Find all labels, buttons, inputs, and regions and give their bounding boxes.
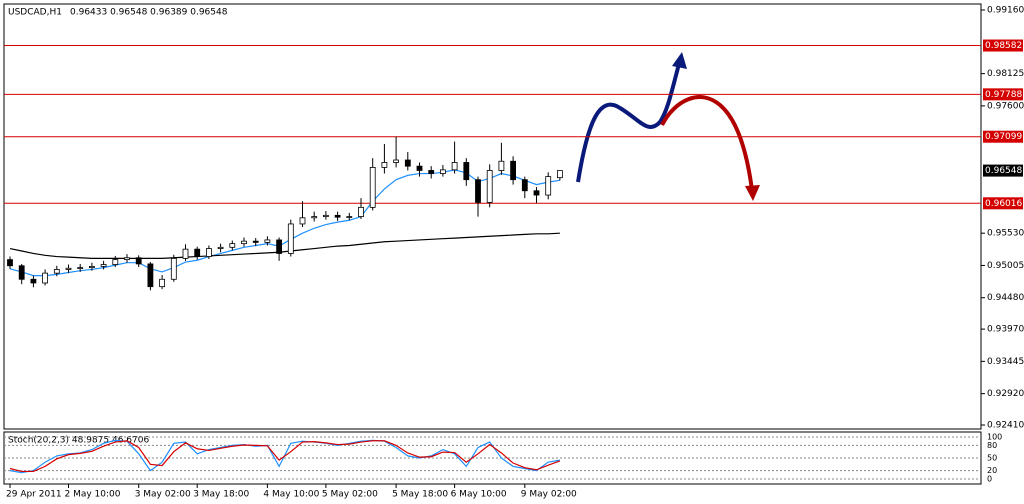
candle-body xyxy=(89,265,95,269)
candle-body xyxy=(451,162,458,171)
candle-body xyxy=(439,169,446,174)
last-price-label: 0.96548 xyxy=(985,166,1022,176)
candle-body xyxy=(53,269,60,274)
candle-body xyxy=(521,179,528,192)
y-tick-label: 0.93970 xyxy=(987,325,1024,335)
blue-scenario-arrow xyxy=(576,59,682,183)
x-tick-label: 3 May 18:00 xyxy=(193,490,249,500)
stoch-title: Stoch(20,2,3) 48.9875 46.6706 xyxy=(8,436,149,446)
stoch-line xyxy=(9,439,561,474)
y-tick-label: 0.92920 xyxy=(987,389,1024,399)
candle-body xyxy=(428,170,435,174)
level-label: 0.97099 xyxy=(985,132,1022,142)
stoch-tick-label: 100 xyxy=(987,433,1002,442)
candle-body xyxy=(217,246,224,249)
level-label: 0.96016 xyxy=(985,199,1022,209)
candle-body xyxy=(287,223,294,254)
y-tick-label: 0.92410 xyxy=(987,421,1024,431)
candle-body xyxy=(334,214,341,218)
candle-body xyxy=(170,257,177,280)
moving-average xyxy=(9,232,560,259)
x-tick-label: 4 May 10:00 xyxy=(263,490,319,500)
candle-body xyxy=(404,159,411,167)
x-tick-label: 3 May 02:00 xyxy=(135,490,191,500)
candle-body xyxy=(346,216,353,218)
candle-body xyxy=(276,239,283,254)
candle-body xyxy=(510,160,517,181)
red-scenario-arrow xyxy=(660,95,754,191)
x-tick-label: 5 May 02:00 xyxy=(322,490,378,500)
y-tick-label: 0.94480 xyxy=(987,293,1024,303)
y-tick-label: 0.95005 xyxy=(987,261,1024,271)
candle-body xyxy=(299,217,306,225)
candle-body xyxy=(475,179,481,203)
level-label-box xyxy=(983,130,1023,143)
x-tick-label: 2 May 10:00 xyxy=(65,490,121,500)
candle-body xyxy=(112,259,119,265)
candle-body xyxy=(42,272,48,284)
candle-body xyxy=(229,243,236,248)
candle-body xyxy=(205,248,212,257)
y-tick-label: 0.99160 xyxy=(987,6,1024,16)
chart-title: USDCAD,H1 xyxy=(8,8,62,18)
candle-body xyxy=(416,165,423,171)
x-tick-label: 5 May 18:00 xyxy=(392,490,448,500)
candle-body xyxy=(30,278,37,284)
candle-body xyxy=(252,240,259,243)
level-label-box xyxy=(983,39,1023,52)
level-label-box xyxy=(983,88,1023,101)
candle-body xyxy=(393,159,400,163)
ohlc-header: 0.96433 0.96548 0.96389 0.96548 xyxy=(70,8,228,18)
red-arrowhead xyxy=(745,185,760,201)
level-label: 0.98582 xyxy=(985,41,1022,51)
level-label: 0.97788 xyxy=(985,90,1022,100)
candle-body xyxy=(381,162,388,168)
candle-body xyxy=(533,190,540,196)
candle-body xyxy=(7,259,13,267)
candle-body xyxy=(264,239,271,243)
x-tick-label: 9 May 02:00 xyxy=(521,490,577,500)
candle-body xyxy=(194,248,201,257)
candle-body xyxy=(358,206,364,217)
candle-body xyxy=(18,265,25,280)
level-label-box xyxy=(983,197,1023,210)
candle-body xyxy=(557,170,563,179)
candle-body xyxy=(159,278,166,288)
y-tick-label: 0.97600 xyxy=(987,101,1024,111)
candle-body xyxy=(369,166,376,208)
candle-body xyxy=(322,214,329,217)
candle-body xyxy=(100,264,107,267)
stoch-tick-label: 0 xyxy=(987,475,992,484)
x-tick-label: 6 May 10:00 xyxy=(451,490,507,500)
stoch-tick-label: 20 xyxy=(987,466,997,475)
candle-body xyxy=(486,170,493,203)
candle-body xyxy=(182,248,189,259)
candle-body xyxy=(124,257,130,261)
candle-body xyxy=(77,267,84,270)
y-tick-label: 0.98125 xyxy=(987,69,1024,79)
candle-body xyxy=(241,240,247,245)
candle-body xyxy=(65,267,72,270)
candle-body xyxy=(463,162,470,181)
last-price-box xyxy=(983,164,1023,177)
candle-body xyxy=(545,176,552,196)
candle-body xyxy=(498,160,505,171)
main-plot-frame xyxy=(3,3,982,430)
y-tick-label: 0.93445 xyxy=(987,357,1024,367)
stoch-tick-label: 50 xyxy=(987,454,997,463)
x-tick-label: 29 Apr 2011 xyxy=(6,490,62,500)
candle-body xyxy=(135,257,142,265)
blue-arrowhead xyxy=(672,52,687,69)
y-tick-label: 0.95530 xyxy=(987,229,1024,239)
stoch-line xyxy=(9,440,561,473)
stoch-tick-label: 80 xyxy=(987,441,997,450)
candle-body xyxy=(147,263,154,288)
candle-body xyxy=(311,216,318,219)
